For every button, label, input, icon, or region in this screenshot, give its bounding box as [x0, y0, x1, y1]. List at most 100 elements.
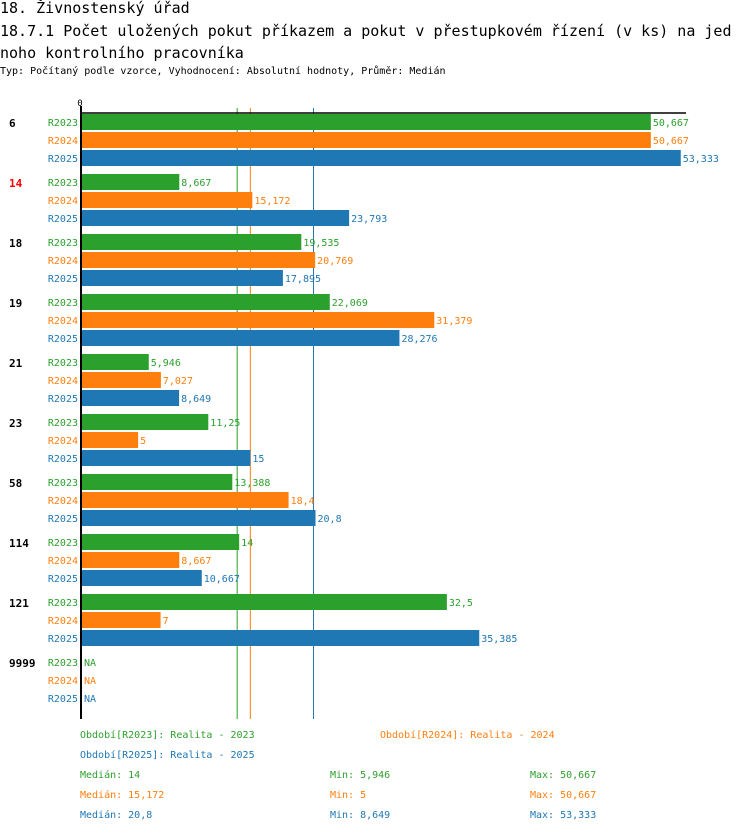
series-label: R2025: [48, 514, 78, 525]
data-label: 14: [241, 538, 253, 549]
series-label: R2023: [48, 538, 78, 549]
data-label: 8,649: [181, 394, 211, 405]
bar-R2025: [82, 390, 180, 406]
data-label: 8,667: [181, 178, 211, 189]
series-label: R2025: [48, 454, 78, 465]
data-label: 20,8: [318, 514, 342, 525]
bar-R2023: [82, 534, 240, 550]
chart-subtitle: Typ: Počítaný podle vzorce, Vyhodnocení:…: [0, 66, 446, 77]
bar-R2023: [82, 294, 330, 310]
data-label: 15,172: [254, 196, 290, 207]
bar-R2025: [82, 510, 316, 526]
category-label: 114: [9, 537, 29, 550]
data-label: 7: [163, 616, 169, 627]
series-label: R2025: [48, 634, 78, 645]
data-label: 11,25: [210, 418, 240, 429]
series-label: R2023: [48, 298, 78, 309]
series-label: R2023: [48, 478, 78, 489]
category-label: 21: [9, 357, 23, 370]
data-label: 32,5: [449, 598, 473, 609]
bar-R2024: [82, 372, 161, 388]
data-label: NA: [84, 676, 96, 687]
legend-max-R2024: Max: 50,667: [530, 790, 597, 801]
series-label: R2024: [48, 436, 78, 447]
bar-R2024: [82, 192, 253, 208]
series-label: R2023: [48, 358, 78, 369]
legend-median-R2023: Medián: 14: [80, 770, 141, 781]
series-label: R2023: [48, 658, 78, 669]
legend-min-R2025: Min: 8,649: [330, 810, 391, 821]
data-label: 5: [140, 436, 146, 447]
bar-R2025: [82, 270, 283, 286]
series-label: R2023: [48, 118, 78, 129]
series-label: R2024: [48, 676, 78, 687]
bar-R2025: [82, 210, 350, 226]
legend-period-r2024: Období[R2024]: Realita - 2024: [380, 730, 555, 741]
category-label: 19: [9, 297, 22, 310]
data-label: 35,385: [481, 634, 517, 645]
series-label: R2025: [48, 154, 78, 165]
data-label: 5,946: [151, 358, 181, 369]
data-label: NA: [84, 658, 96, 669]
data-label: 28,276: [401, 334, 437, 345]
series-label: R2025: [48, 694, 78, 705]
data-label: 19,535: [303, 238, 339, 249]
bar-R2024: [82, 252, 316, 268]
legend-median-R2024: Medián: 15,172: [80, 790, 165, 801]
bar-R2023: [82, 474, 233, 490]
category-label: 58: [9, 477, 22, 490]
series-label: R2023: [48, 238, 78, 249]
category-label: 18: [9, 237, 22, 250]
bar-R2023: [82, 354, 149, 370]
series-label: R2023: [48, 598, 78, 609]
series-label: R2025: [48, 274, 78, 285]
bar-R2025: [82, 630, 480, 646]
series-label: R2024: [48, 196, 78, 207]
data-label: 18,4: [291, 496, 315, 507]
section-title: 18. Živnostenský úřad: [0, 0, 190, 17]
series-label: R2024: [48, 136, 78, 147]
bar-R2023: [82, 234, 302, 250]
data-label: 50,667: [653, 118, 689, 129]
series-label: R2024: [48, 496, 78, 507]
bar-R2023: [82, 114, 651, 130]
series-label: R2024: [48, 376, 78, 387]
data-label: NA: [84, 694, 96, 705]
data-label: 22,069: [332, 298, 368, 309]
category-label: 14: [9, 177, 23, 190]
bar-R2024: [82, 432, 139, 448]
bar-R2025: [82, 150, 681, 166]
data-label: 15: [252, 454, 264, 465]
legend-median-R2025: Medián: 20,8: [80, 810, 153, 821]
legend-min-R2023: Min: 5,946: [330, 770, 391, 781]
data-label: 23,793: [351, 214, 387, 225]
bar-R2025: [82, 570, 202, 586]
bar-R2024: [82, 312, 435, 328]
bar-R2023: [82, 174, 180, 190]
category-label: 121: [9, 597, 29, 610]
legend-max-R2025: Max: 53,333: [530, 810, 597, 821]
data-label: 50,667: [653, 136, 689, 147]
bar-R2023: [82, 594, 447, 610]
series-label: R2023: [48, 178, 78, 189]
data-label: 7,027: [163, 376, 193, 387]
bar-R2023: [82, 414, 209, 430]
series-label: R2025: [48, 394, 78, 405]
data-label: 13,388: [234, 478, 270, 489]
legend-period-r2025: Období[R2025]: Realita - 2025: [80, 750, 255, 761]
legend-min-R2024: Min: 5: [330, 790, 367, 801]
bar-R2025: [82, 330, 400, 346]
legend-max-R2023: Max: 50,667: [530, 770, 597, 781]
bar-R2025: [82, 450, 251, 466]
category-label: 23: [9, 417, 22, 430]
series-label: R2025: [48, 214, 78, 225]
data-label: 8,667: [181, 556, 211, 567]
series-label: R2025: [48, 334, 78, 345]
series-label: R2024: [48, 256, 78, 267]
bar-R2024: [82, 132, 651, 148]
data-label: 17,895: [285, 274, 321, 285]
chart-title: 18.7.1 Počet uložených pokut příkazem a …: [0, 22, 732, 62]
data-label: 31,379: [436, 316, 472, 327]
bar-R2024: [82, 612, 161, 628]
